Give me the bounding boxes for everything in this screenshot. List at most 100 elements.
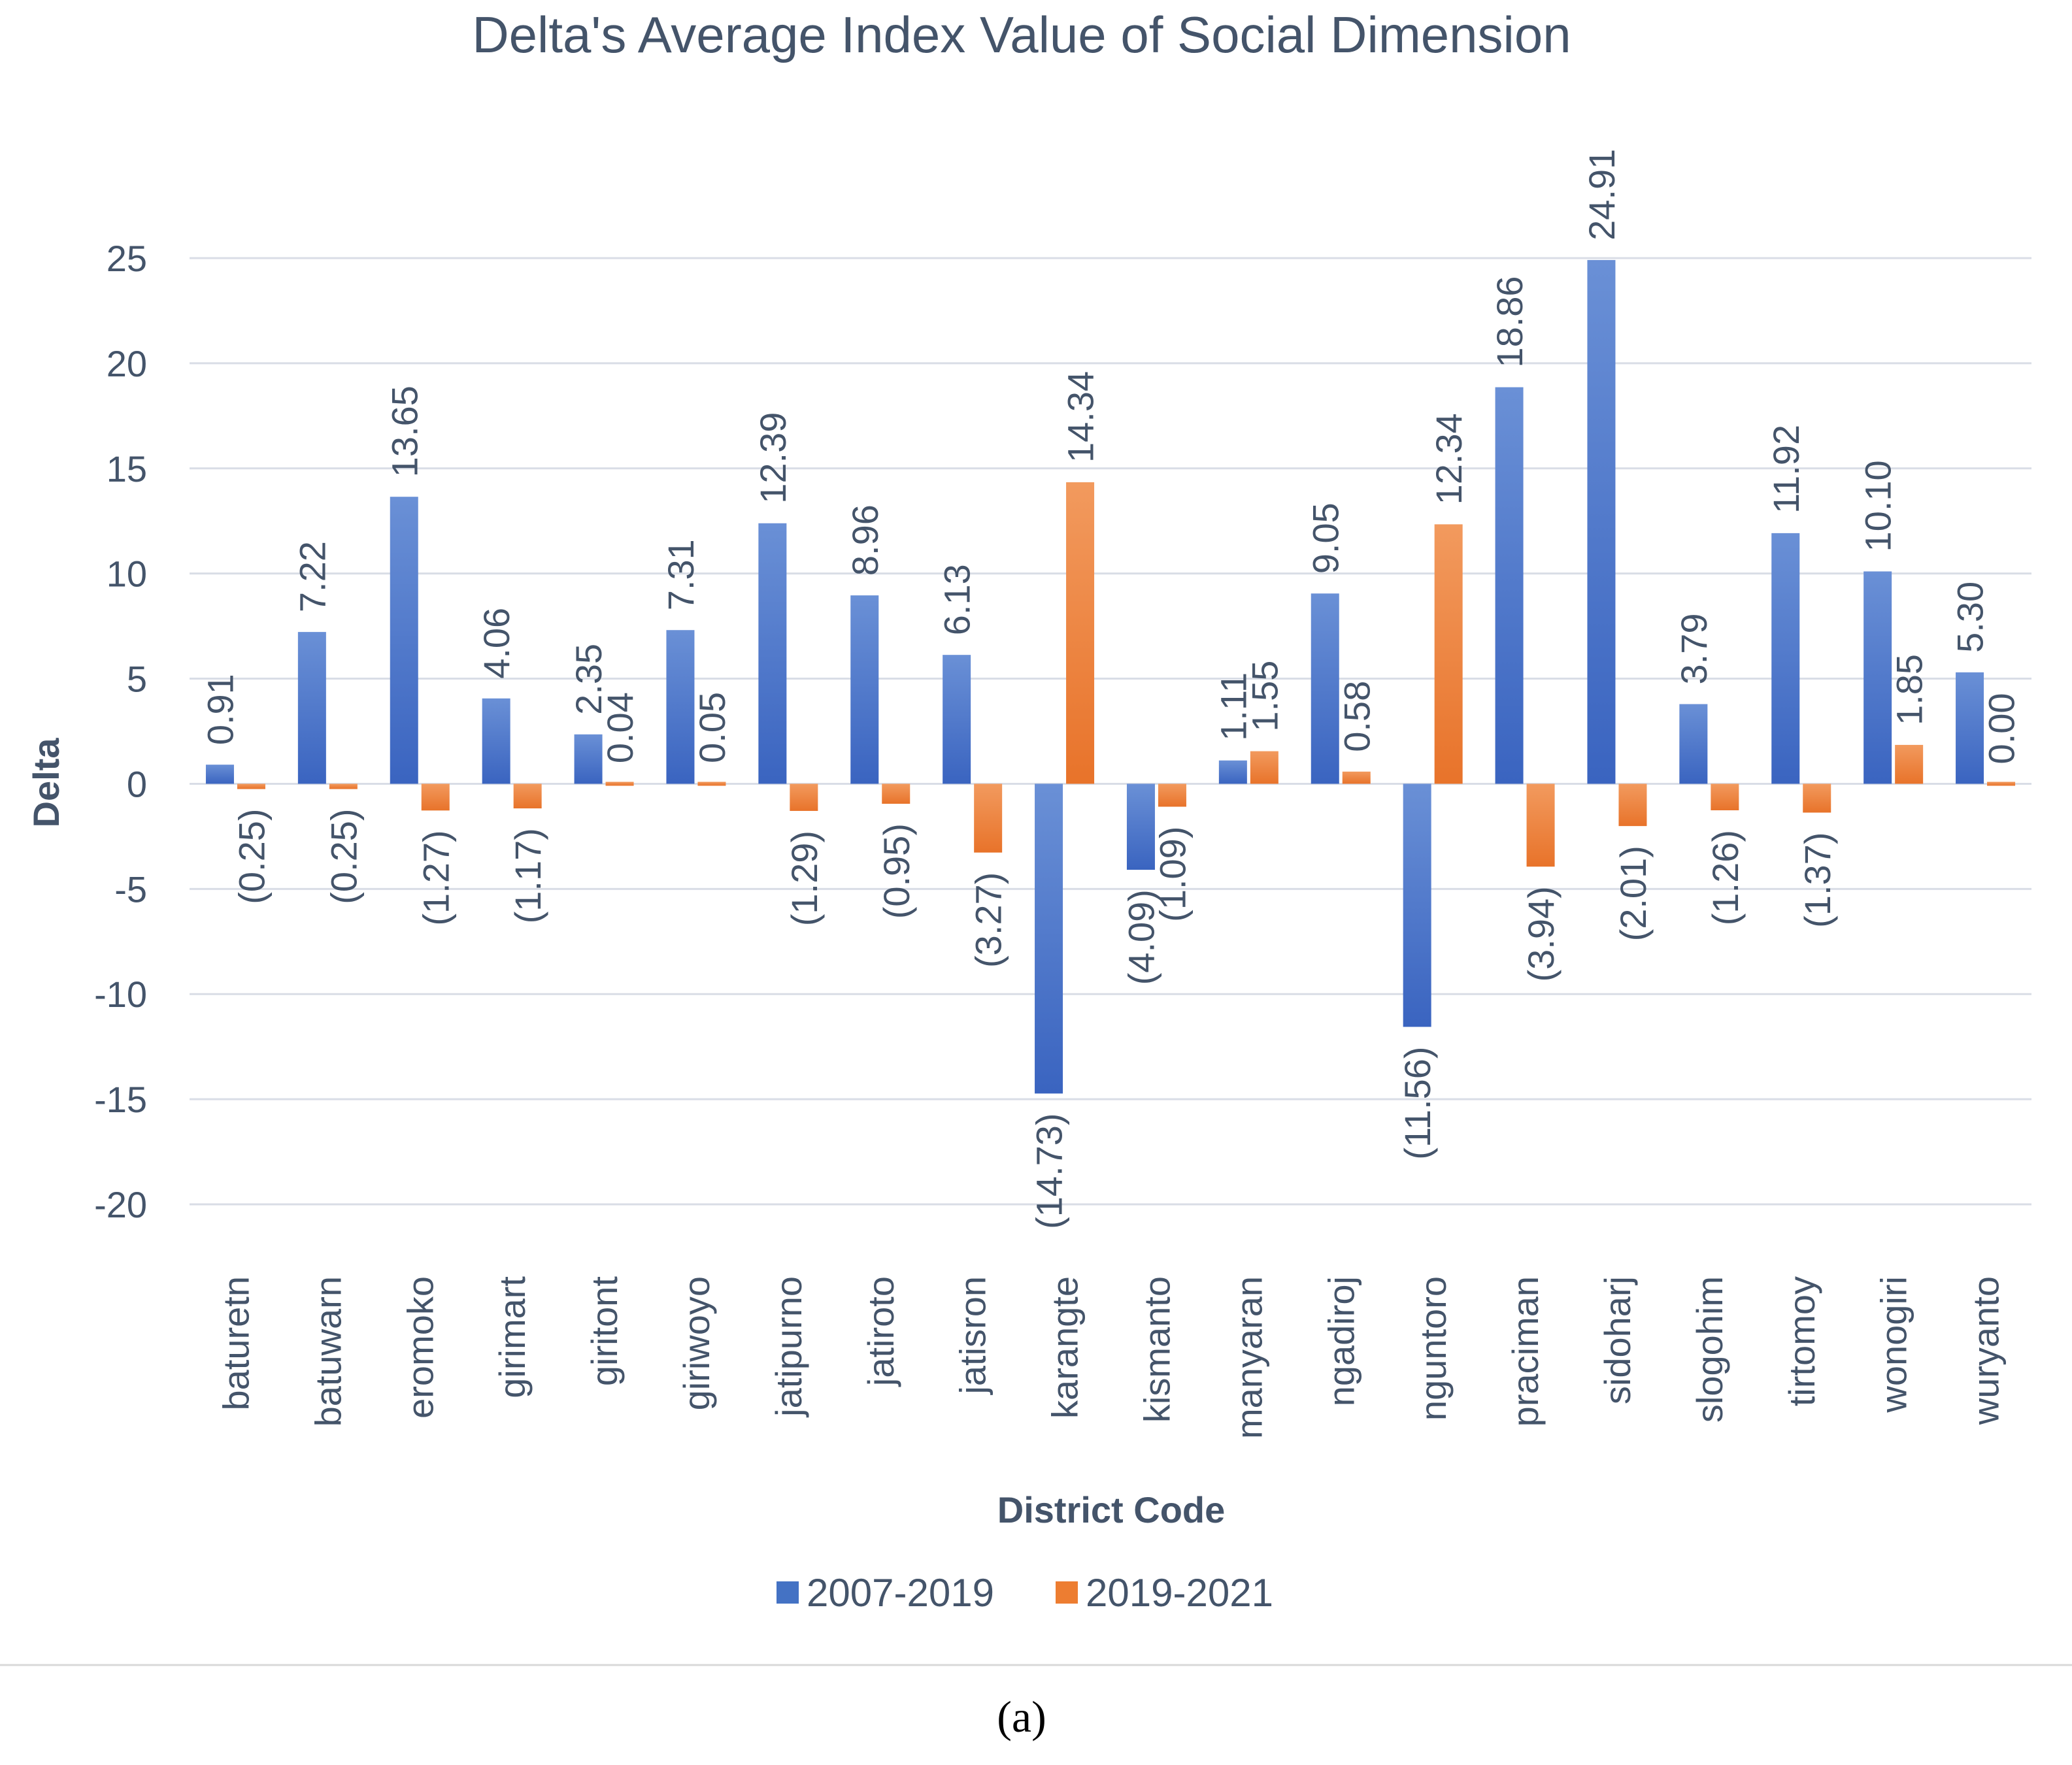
data-label: 6.13 — [937, 564, 978, 635]
data-label: 4.06 — [476, 608, 517, 679]
data-label: 3.79 — [1673, 613, 1714, 684]
x-category-label: nguntoro — [1412, 1276, 1454, 1421]
y-tick-label: 20 — [107, 343, 147, 384]
data-label: 7.31 — [660, 539, 701, 610]
x-axis-title: District Code — [997, 1489, 1226, 1530]
data-label: 5.30 — [1950, 582, 1991, 653]
bar-2007-2019 — [1218, 760, 1247, 784]
x-category-label: giriwoyo — [676, 1276, 717, 1410]
y-tick-label: -10 — [94, 974, 147, 1015]
data-label: (0.25) — [323, 808, 364, 904]
data-labels: 0.91 (0.25) 7.22 (0.25) 13.65 (1.27) 4.06 (1.17… — [199, 149, 2022, 1229]
x-category-label: praciman — [1505, 1276, 1546, 1427]
bar-2007-2019 — [1679, 704, 1708, 784]
legend-label-2019-2021: 2019-2021 — [1086, 1571, 1273, 1615]
data-label: 11.92 — [1765, 425, 1807, 514]
bar-2007-2019 — [574, 734, 603, 784]
data-label: (1.09) — [1152, 827, 1193, 922]
data-label: 13.65 — [384, 386, 425, 477]
data-label: 0.58 — [1336, 681, 1377, 752]
bar-2019-2021 — [1342, 771, 1371, 784]
bar-2007-2019 — [850, 595, 879, 784]
y-tick-label: 25 — [107, 238, 147, 279]
bar-2019-2021 — [1526, 784, 1555, 867]
x-category-label: jatiroto — [860, 1276, 901, 1387]
bar-2007-2019 — [943, 655, 971, 784]
x-category-label: girimart — [492, 1276, 533, 1398]
x-category-label: jatipurno — [768, 1276, 809, 1418]
y-tick-label: -20 — [94, 1184, 147, 1225]
x-category-label: eromoko — [399, 1276, 441, 1419]
data-label: 0.91 — [199, 674, 241, 745]
bar-2007-2019 — [1863, 571, 1892, 784]
data-label: (1.27) — [415, 830, 456, 925]
bar-2007-2019 — [1126, 784, 1155, 870]
data-label: (2.01) — [1612, 846, 1654, 941]
x-category-label: karangte — [1044, 1276, 1086, 1419]
data-label: 2.35 — [568, 644, 609, 715]
bar-2007-2019 — [1771, 533, 1800, 784]
x-axis-categories: baturetn batuwarn eromoko girimart giritont g… — [215, 1276, 2006, 1439]
y-axis-ticks: 25 20 15 10 5 0 -5 -10 -15 -20 — [94, 238, 147, 1225]
bar-2007-2019 — [1495, 387, 1524, 784]
data-label: (1.29) — [784, 831, 825, 926]
bar-2007-2019 — [1311, 593, 1339, 784]
bar-2019-2021 — [237, 784, 265, 789]
data-label: 10.10 — [1858, 460, 1899, 552]
data-label: (0.95) — [876, 823, 917, 919]
data-label: 14.34 — [1060, 371, 1101, 463]
bar-2019-2021 — [1803, 784, 1831, 813]
data-label: (1.17) — [507, 828, 548, 923]
legend-label-2007-2019: 2007-2019 — [807, 1571, 994, 1615]
x-category-label: slogohim — [1689, 1276, 1730, 1423]
figure-caption: (a) — [997, 1692, 1046, 1741]
data-label: 1.55 — [1244, 661, 1285, 732]
data-label: 0.05 — [692, 692, 733, 763]
bar-2007-2019 — [482, 698, 510, 784]
bar-2019-2021 — [1987, 782, 2016, 786]
x-category-label: jatisron — [952, 1276, 994, 1396]
bar-2019-2021 — [1066, 482, 1095, 784]
data-label: (1.26) — [1705, 830, 1746, 925]
data-label: 24.91 — [1581, 149, 1622, 240]
bar-2019-2021 — [605, 782, 634, 786]
y-tick-label: 5 — [127, 659, 147, 700]
x-category-label: ngadiroj — [1320, 1276, 1362, 1406]
bars — [205, 259, 2016, 1094]
data-label: (4.09) — [1120, 889, 1161, 985]
legend: 2007-2019 2019-2021 — [777, 1571, 1273, 1615]
y-tick-label: -15 — [94, 1079, 147, 1120]
bar-2019-2021 — [1618, 784, 1647, 827]
bar-2007-2019 — [1035, 784, 1063, 1094]
y-tick-label: 15 — [107, 448, 147, 489]
chart-title: Delta's Average Index Value of Social Di… — [472, 6, 1571, 63]
bar-2007-2019 — [666, 630, 695, 784]
data-label: (3.94) — [1520, 886, 1562, 981]
gridlines — [190, 257, 2031, 1206]
bar-2019-2021 — [1895, 744, 1924, 784]
bar-2019-2021 — [697, 782, 726, 786]
data-label: (14.73) — [1029, 1113, 1070, 1229]
data-label: 8.96 — [844, 504, 886, 576]
bar-2019-2021 — [421, 784, 450, 811]
x-category-label: sidoharj — [1597, 1276, 1638, 1404]
data-label: 0.04 — [599, 692, 641, 763]
data-label: 0.00 — [1981, 693, 2022, 764]
bar-2019-2021 — [329, 784, 358, 789]
legend-swatch-2007-2019 — [777, 1581, 799, 1604]
bar-2019-2021 — [974, 784, 1003, 853]
x-category-label: kismanto — [1136, 1276, 1177, 1423]
data-label: 9.05 — [1305, 503, 1346, 574]
data-label: 1.11 — [1212, 672, 1254, 741]
bar-2007-2019 — [1587, 259, 1616, 784]
bar-2007-2019 — [205, 765, 234, 784]
bar-2007-2019 — [1956, 672, 1984, 784]
x-category-label: batuwarn — [307, 1276, 348, 1427]
data-label: (1.37) — [1797, 833, 1838, 928]
bar-2019-2021 — [882, 784, 911, 804]
x-category-label: wonogiri — [1873, 1276, 1914, 1413]
y-tick-label: 10 — [107, 553, 147, 595]
bar-2019-2021 — [790, 784, 818, 811]
bar-2007-2019 — [758, 523, 787, 784]
y-tick-label: -5 — [114, 868, 147, 910]
